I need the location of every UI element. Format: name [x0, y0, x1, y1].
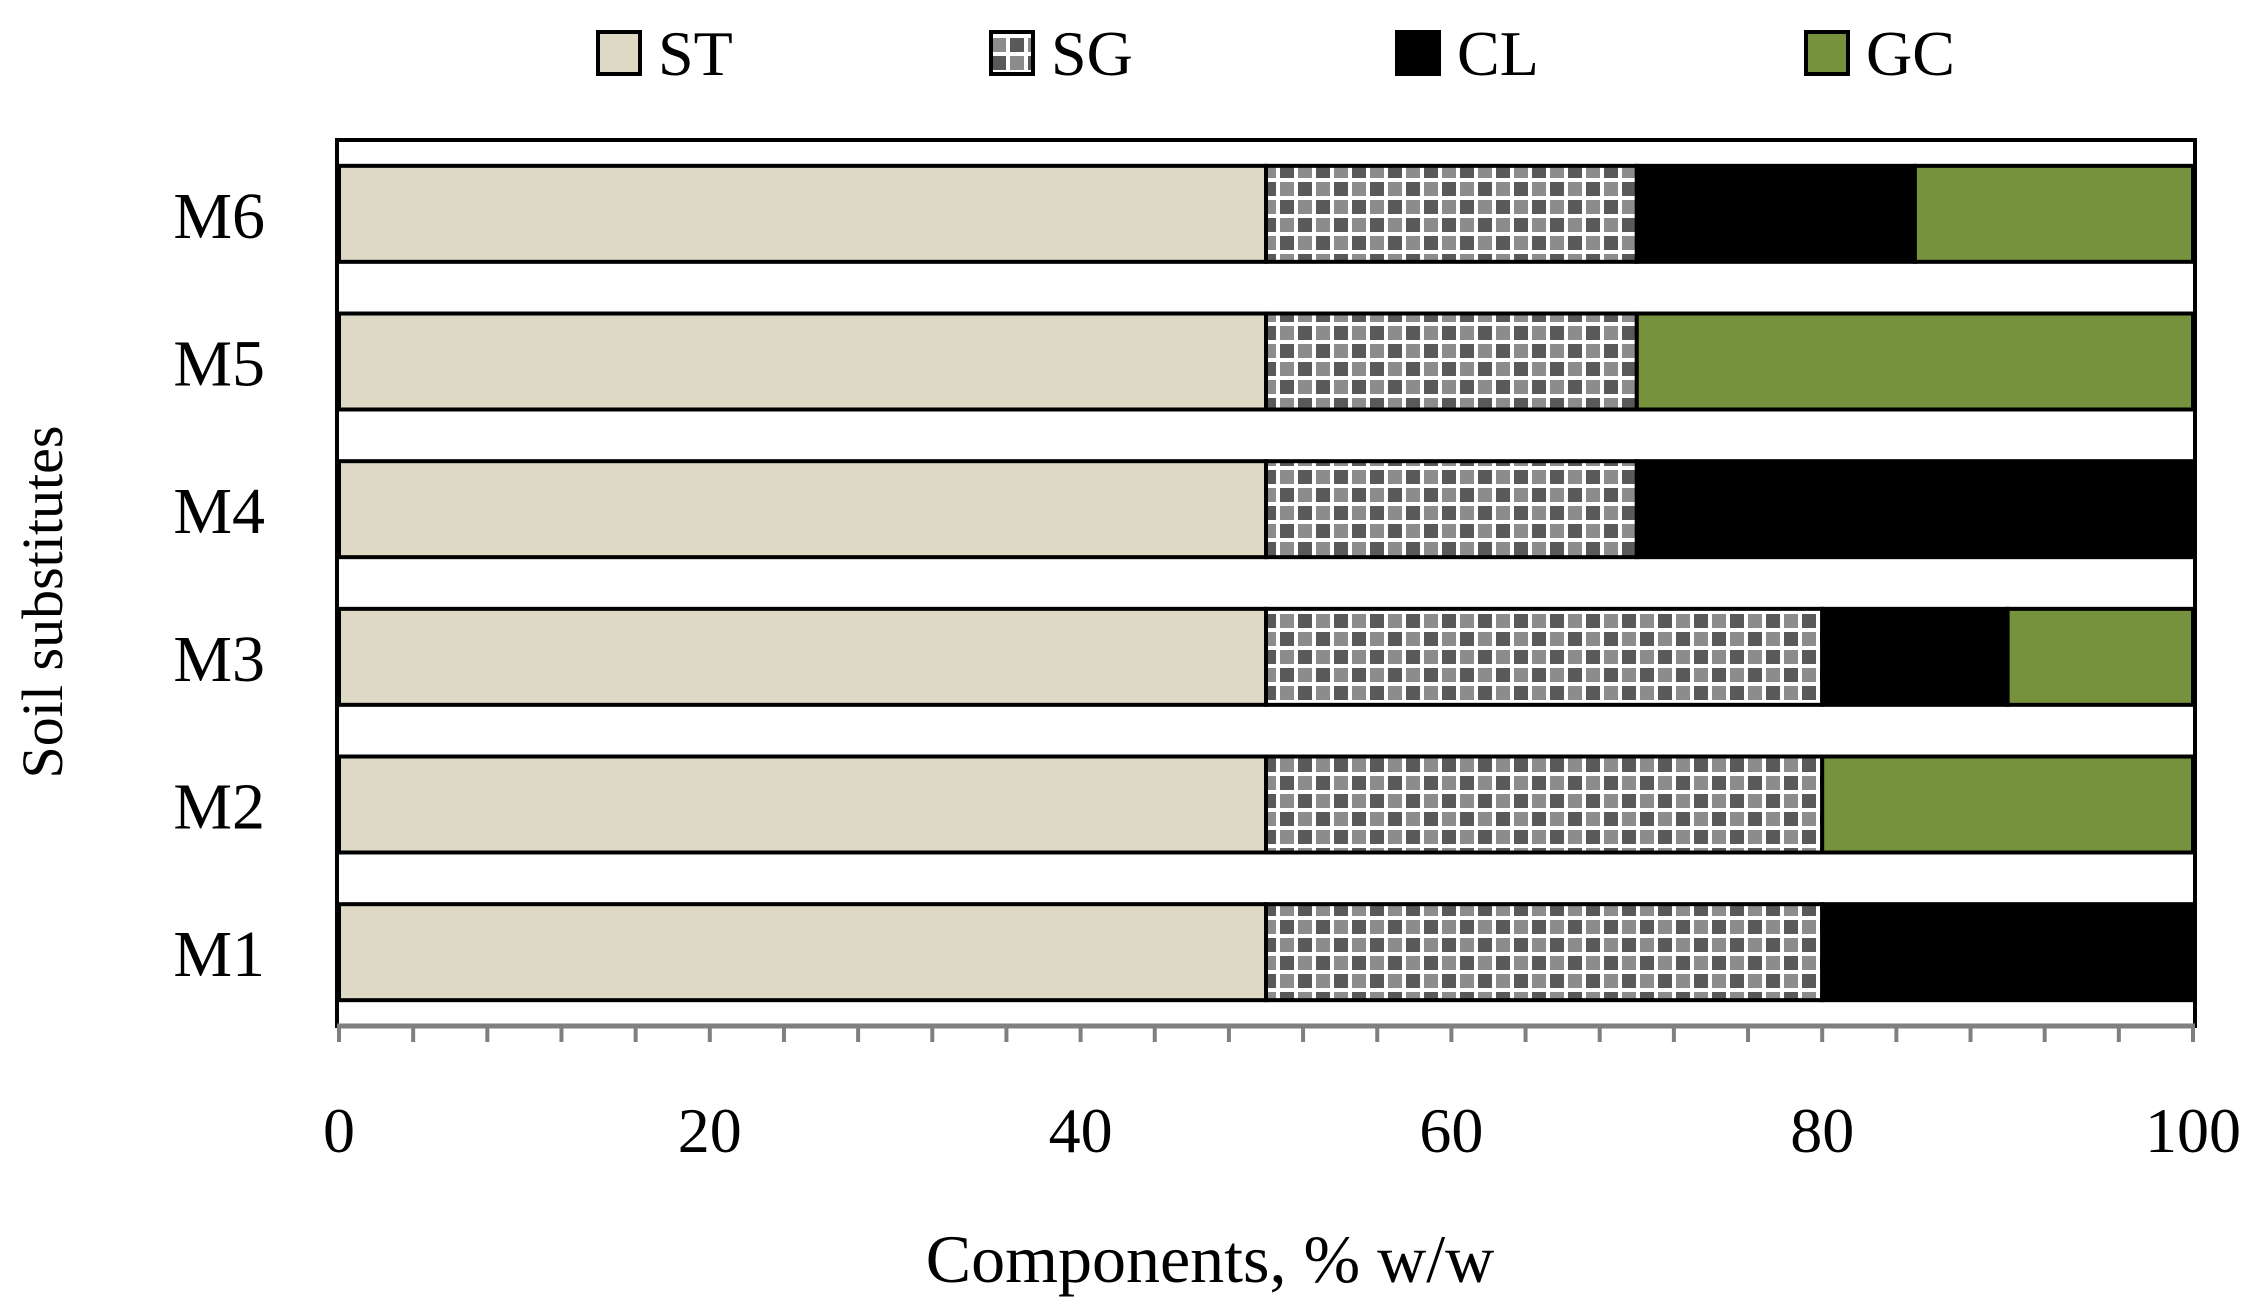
bar-m3-st [337, 606, 1268, 707]
legend-label-cl: CL [1457, 18, 1539, 89]
legend-swatch-st [596, 30, 642, 76]
bar-m1-st [337, 902, 1268, 1003]
category-label-m4: M4 [173, 475, 265, 548]
bar-m6-sg [1264, 163, 1639, 264]
bar-m5-gc [1634, 311, 2196, 412]
bar-m6-cl [1634, 163, 1917, 264]
category-label-m1: M1 [173, 918, 265, 991]
bar-m4-sg [1264, 459, 1639, 560]
plot-area-frame [335, 138, 2197, 1028]
bar-m5-sg [1264, 311, 1639, 412]
category-label-m6: M6 [173, 180, 265, 253]
category-label-m3: M3 [173, 623, 265, 696]
x-tick-label-20: 20 [678, 1095, 742, 1166]
legend-label-st: ST [658, 18, 733, 89]
bar-m4-cl [1634, 459, 2196, 560]
x-tick-label-40: 40 [1049, 1095, 1113, 1166]
bar-m2-sg [1264, 754, 1825, 855]
category-label-m2: M2 [173, 771, 265, 844]
bar-m2-st [337, 754, 1268, 855]
legend-item-gc: GC [1804, 18, 1955, 89]
bar-m2-gc [1820, 754, 2195, 855]
category-labels: M1 M2 M3 M4 M5 M6 [173, 180, 265, 991]
category-label-m5: M5 [173, 328, 265, 401]
x-tick-label-0: 0 [323, 1095, 355, 1166]
legend-item-st: ST [596, 18, 733, 89]
legend-item-cl: CL [1395, 18, 1539, 89]
x-tick-label-60: 60 [1419, 1095, 1483, 1166]
bar-m1-cl [1820, 902, 2195, 1003]
bar-group [337, 163, 2196, 1003]
legend-swatch-gc [1804, 30, 1850, 76]
bar-m6-st [337, 163, 1268, 264]
bar-m4-st [337, 459, 1268, 560]
bar-m6-gc [1912, 163, 2196, 264]
bar-m3-sg [1264, 606, 1825, 707]
legend-label-gc: GC [1866, 18, 1955, 89]
legend-swatch-sg [989, 30, 1035, 76]
x-tick-label-100: 100 [2145, 1095, 2241, 1166]
bar-m3-gc [2005, 606, 2195, 707]
x-axis: 0 20 40 60 80 100 [323, 1023, 2241, 1166]
x-axis-title: Components, % w/w [926, 1221, 1495, 1297]
legend-label-sg: SG [1051, 18, 1133, 89]
legend: ST SG CL GC [596, 18, 1955, 89]
legend-item-sg: SG [989, 18, 1133, 89]
bar-m3-cl [1820, 606, 2010, 707]
bar-m1-sg [1264, 902, 1825, 1003]
y-axis-title: Soil substitutes [10, 426, 75, 779]
bar-m5-st [337, 311, 1268, 412]
legend-swatch-cl [1395, 30, 1441, 76]
x-tick-label-80: 80 [1790, 1095, 1854, 1166]
